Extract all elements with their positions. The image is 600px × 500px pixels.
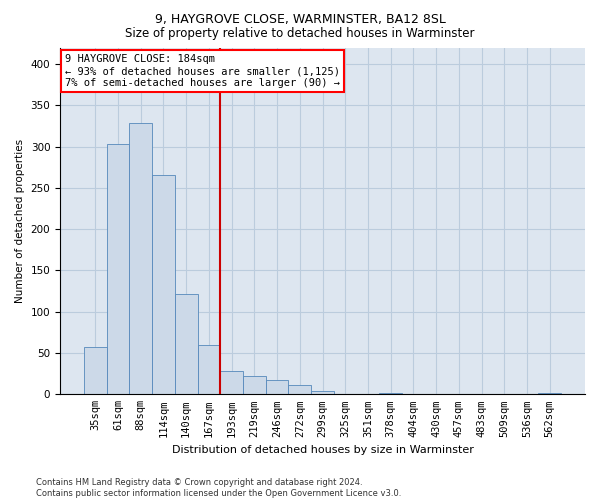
Text: Contains HM Land Registry data © Crown copyright and database right 2024.
Contai: Contains HM Land Registry data © Crown c… (36, 478, 401, 498)
Bar (107, 144, 130, 395)
Bar (266, 380, 289, 394)
Bar (538, 392, 561, 394)
Bar (220, 371, 243, 394)
Bar (379, 392, 402, 394)
Bar (243, 376, 266, 394)
Text: Size of property relative to detached houses in Warminster: Size of property relative to detached ho… (125, 28, 475, 40)
Bar (197, 345, 220, 395)
X-axis label: Distribution of detached houses by size in Warminster: Distribution of detached houses by size … (172, 445, 473, 455)
Bar (84, 347, 107, 395)
Bar (289, 385, 311, 394)
Bar (130, 124, 152, 394)
Bar (152, 176, 175, 394)
Bar (175, 294, 197, 394)
Bar (311, 391, 334, 394)
Text: 9 HAYGROVE CLOSE: 184sqm
← 93% of detached houses are smaller (1,125)
7% of semi: 9 HAYGROVE CLOSE: 184sqm ← 93% of detach… (65, 54, 340, 88)
Text: 9, HAYGROVE CLOSE, WARMINSTER, BA12 8SL: 9, HAYGROVE CLOSE, WARMINSTER, BA12 8SL (155, 12, 445, 26)
Y-axis label: Number of detached properties: Number of detached properties (15, 139, 25, 303)
